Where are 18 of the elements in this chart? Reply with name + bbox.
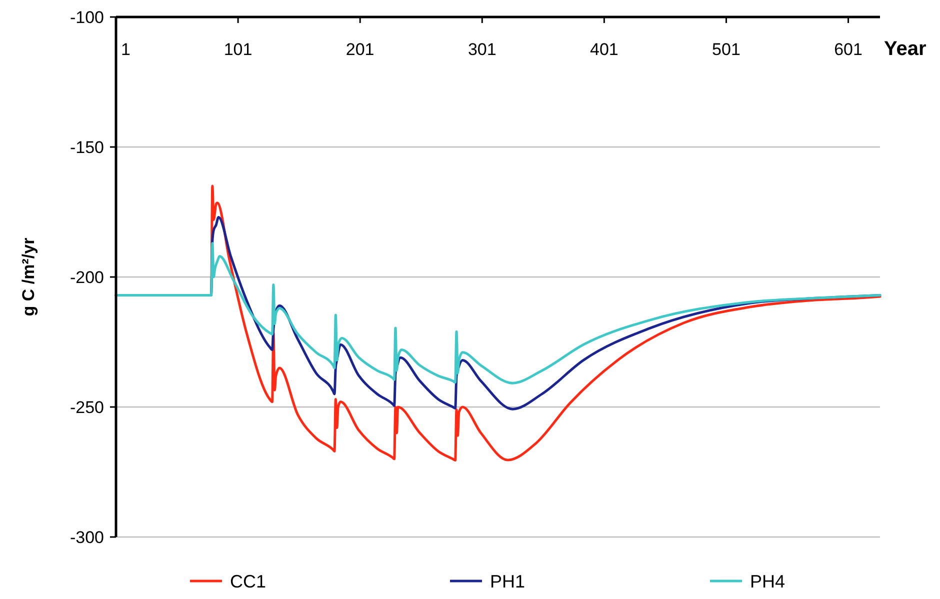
x-tick-label: 101 xyxy=(224,40,252,59)
y-tick-label: -150 xyxy=(70,138,104,157)
x-tick-label: 401 xyxy=(590,40,618,59)
y-tick-label: -100 xyxy=(70,8,104,27)
line-series xyxy=(114,242,882,384)
x-tick-label: 201 xyxy=(346,40,374,59)
x-tick-label: 1 xyxy=(121,40,130,59)
y-tick-label: -200 xyxy=(70,268,104,287)
legend-label: PH1 xyxy=(490,571,526,592)
x-tick-label: 501 xyxy=(712,40,740,59)
y-axis-title: g C /m²/yr xyxy=(19,237,38,316)
x-tick-label: 601 xyxy=(834,40,862,59)
y-tick-label: -300 xyxy=(70,528,104,547)
legend-label: PH4 xyxy=(750,571,786,592)
x-axis-title: Year xyxy=(884,38,926,60)
y-tick-label: -250 xyxy=(70,398,104,417)
legend-label: CC1 xyxy=(230,571,266,592)
x-tick-label: 301 xyxy=(468,40,496,59)
